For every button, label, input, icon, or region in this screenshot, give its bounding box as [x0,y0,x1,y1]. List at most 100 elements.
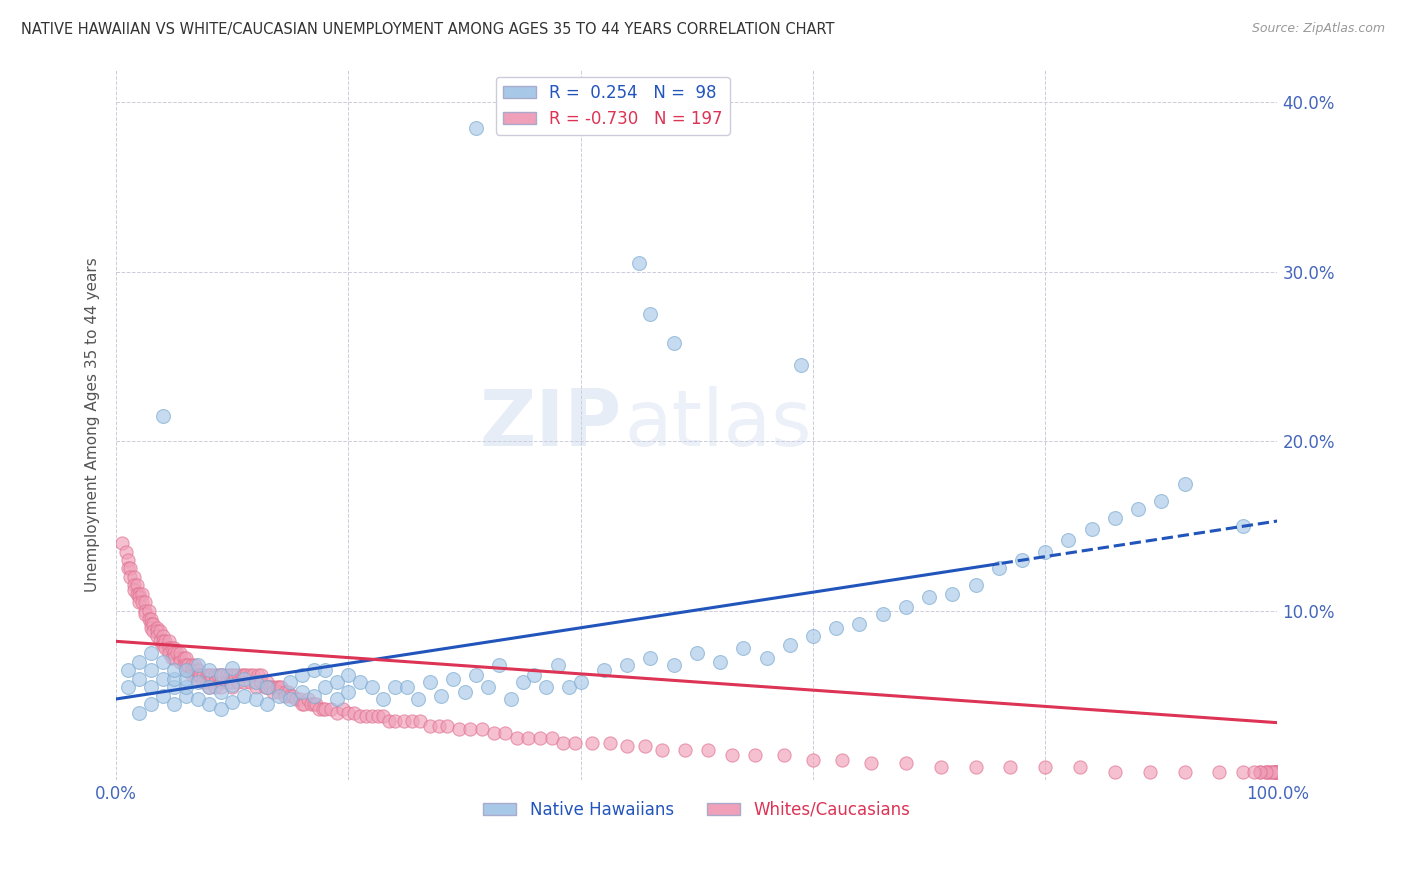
Point [174,663,197,677]
Point [709,655,731,669]
Point [146,624,169,639]
Point [139,697,162,711]
Point [1011,553,1033,567]
Point [477,680,499,694]
Point [564,736,586,750]
Point [929,760,952,774]
Point [349,675,371,690]
Point [152,409,174,423]
Point [825,621,848,635]
Point [267,685,290,699]
Point [1257,764,1279,779]
Point [441,672,464,686]
Point [291,668,314,682]
Point [246,668,269,682]
Point [337,706,360,720]
Point [534,680,557,694]
Point [894,756,917,771]
Point [138,604,160,618]
Point [139,680,162,694]
Point [512,675,534,690]
Point [640,307,662,321]
Point [195,668,218,682]
Point [616,739,638,754]
Point [187,692,209,706]
Point [1249,764,1271,779]
Point [180,663,202,677]
Point [987,561,1010,575]
Point [1232,519,1254,533]
Point [128,706,150,720]
Point [1261,764,1284,779]
Point [195,675,218,690]
Point [187,658,209,673]
Point [117,553,139,567]
Point [308,702,330,716]
Point [134,595,156,609]
Point [270,680,292,694]
Point [198,663,221,677]
Point [139,617,162,632]
Point [1265,764,1288,779]
Point [384,714,406,728]
Point [200,668,222,682]
Point [378,714,401,728]
Point [250,668,273,682]
Point [128,672,150,686]
Point [273,689,295,703]
Point [174,672,197,686]
Point [720,747,742,762]
Point [256,675,278,690]
Point [482,726,505,740]
Point [163,641,186,656]
Point [790,358,813,372]
Point [409,714,432,728]
Point [755,651,778,665]
Point [343,706,366,720]
Point [314,680,336,694]
Point [1069,760,1091,774]
Point [184,658,207,673]
Point [134,604,156,618]
Point [673,743,696,757]
Point [965,760,987,774]
Point [198,680,221,694]
Point [122,570,145,584]
Point [117,680,139,694]
Point [233,689,256,703]
Point [152,634,174,648]
Point [662,658,685,673]
Point [1104,510,1126,524]
Point [127,587,149,601]
Point [169,655,191,669]
Point [231,668,253,682]
Point [419,719,441,733]
Point [744,747,766,762]
Point [314,663,336,677]
Point [373,709,395,723]
Point [204,680,226,694]
Point [120,570,142,584]
Point [547,658,569,673]
Point [453,685,475,699]
Point [256,680,278,694]
Point [209,668,232,682]
Point [360,709,382,723]
Point [204,675,226,690]
Point [326,706,349,720]
Point [204,668,226,682]
Point [139,612,162,626]
Point [401,714,423,728]
Point [918,591,941,605]
Point [1267,764,1289,779]
Point [221,668,243,682]
Point [569,675,592,690]
Point [326,692,349,706]
Point [128,595,150,609]
Point [349,709,371,723]
Point [239,675,262,690]
Point [354,709,377,723]
Point [394,714,416,728]
Point [277,685,299,699]
Point [1139,764,1161,779]
